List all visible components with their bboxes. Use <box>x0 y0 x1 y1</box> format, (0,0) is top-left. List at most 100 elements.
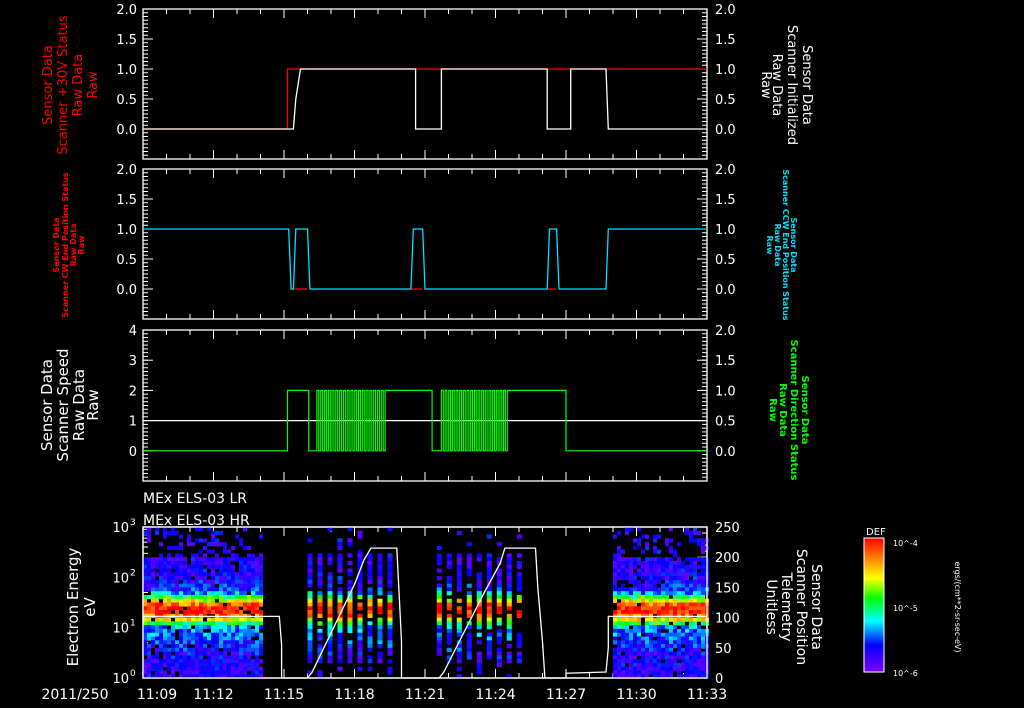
svg-text:2.0: 2.0 <box>116 3 137 18</box>
svg-text:0.0: 0.0 <box>715 123 736 138</box>
svg-text:1.5: 1.5 <box>715 354 736 369</box>
svg-text:Sensor Data: Sensor Data <box>799 376 810 445</box>
colorbar-units: ergs/(cm**2-sr-sec-eV) <box>953 561 962 652</box>
svg-text:1: 1 <box>129 415 137 430</box>
svg-text:10: 10 <box>112 571 129 586</box>
svg-text:0.5: 0.5 <box>116 253 137 268</box>
svg-text:10: 10 <box>112 672 129 687</box>
svg-text:1.0: 1.0 <box>715 63 736 78</box>
time-axis-labels: 11:09 11:12 11:15 11:18 11:21 11:24 11:27 11:30… <box>137 687 727 703</box>
svg-text:0.0: 0.0 <box>715 445 736 460</box>
svg-text:Raw Data: Raw Data <box>69 224 78 267</box>
time-tick-label: 11:09 <box>137 687 177 703</box>
svg-text:Scanner Initialized: Scanner Initialized <box>784 25 799 145</box>
svg-text:2.0: 2.0 <box>116 163 137 178</box>
time-tick-label: 11:15 <box>264 687 304 703</box>
svg-text:0: 0 <box>130 669 136 679</box>
panel-2-right-ylabel: Sensor Data Scanner CCW End Position Sta… <box>765 169 798 320</box>
svg-text:1.5: 1.5 <box>715 33 736 48</box>
svg-text:Raw: Raw <box>84 389 102 421</box>
svg-text:eV: eV <box>81 597 99 617</box>
svg-text:0: 0 <box>715 672 723 687</box>
svg-text:1.0: 1.0 <box>116 223 137 238</box>
panel-3-left-ylabel: Sensor Data Scanner Speed Raw Data Raw <box>38 348 102 461</box>
colorbar-tick-min: 10^-6 <box>893 669 918 678</box>
panel-4-right-ylabel: Sensor Data Scanner Position Telemetry U… <box>763 549 824 665</box>
svg-text:2: 2 <box>129 384 137 399</box>
time-tick-label: 11:27 <box>546 687 586 703</box>
panel-4-left-ylabel: Electron Energy eV <box>64 547 99 666</box>
colorbar: DEF 10^-4 10^-5 10^-6 ergs/(cm**2-sr-sec… <box>863 527 962 678</box>
svg-text:Sensor Data: Sensor Data <box>52 217 61 272</box>
panel-1-right-ylabel: Sensor Data Scanner Initialized Raw Data… <box>758 25 814 145</box>
panel-2-scanner-end-position: 2.0 1.5 1.0 0.5 0.0 2.0 1.5 1.0 0.5 0.0 <box>116 163 736 320</box>
colorbar-tick-mid: 10^-5 <box>893 604 918 613</box>
svg-text:50: 50 <box>715 642 732 657</box>
svg-text:2.0: 2.0 <box>715 324 736 339</box>
svg-text:2.0: 2.0 <box>715 163 736 178</box>
svg-text:0.0: 0.0 <box>116 123 137 138</box>
spectrogram-titles: MEx ELS-03 LR MEx ELS-03 HR <box>143 491 250 529</box>
svg-text:10: 10 <box>112 521 129 536</box>
panel-1-scanner-30v-status: 2.0 1.5 1.0 0.5 0.0 2.0 1.5 1.0 0.5 0.0 <box>116 3 736 160</box>
colorbar-label: DEF <box>866 527 886 538</box>
svg-text:Raw: Raw <box>758 71 773 99</box>
svg-text:Unitless: Unitless <box>763 579 779 635</box>
time-tick-label: 11:21 <box>405 687 445 703</box>
svg-text:Scanner Direction Status: Scanner Direction Status <box>788 340 799 481</box>
time-tick-label: 11:33 <box>687 687 727 703</box>
svg-text:Scanner Speed: Scanner Speed <box>54 348 72 461</box>
svg-text:Scanner CW End Position Status: Scanner CW End Position Status <box>61 172 70 318</box>
svg-text:0.0: 0.0 <box>116 283 137 298</box>
time-tick-label: 11:18 <box>334 687 374 703</box>
svg-text:1.0: 1.0 <box>715 223 736 238</box>
svg-text:Electron Energy: Electron Energy <box>64 547 82 666</box>
svg-text:1.0: 1.0 <box>116 63 137 78</box>
svg-text:Sensor Data: Sensor Data <box>799 45 814 125</box>
svg-text:0.5: 0.5 <box>715 93 736 108</box>
time-tick-label: 11:12 <box>193 687 233 703</box>
panel-3-scanner-speed: 4 3 2 1 0 2.0 1.5 1.0 0.5 0.0 <box>129 324 736 482</box>
svg-text:250: 250 <box>715 521 740 536</box>
svg-text:1.5: 1.5 <box>116 193 137 208</box>
svg-text:1: 1 <box>130 619 136 629</box>
svg-text:Sensor Data: Sensor Data <box>789 217 798 272</box>
svg-text:1.0: 1.0 <box>715 384 736 399</box>
svg-text:Raw: Raw <box>77 235 86 255</box>
colorbar-tick-max: 10^-4 <box>893 539 918 548</box>
svg-text:Scanner CCW End Position Statu: Scanner CCW End Position Status <box>781 169 790 320</box>
svg-text:200: 200 <box>715 551 740 566</box>
svg-text:10: 10 <box>112 622 129 637</box>
time-tick-label: 11:30 <box>616 687 656 703</box>
svg-text:Raw Data: Raw Data <box>71 54 86 117</box>
svg-text:0.5: 0.5 <box>715 253 736 268</box>
svg-text:Scanner +30V Status: Scanner +30V Status <box>56 15 71 154</box>
svg-text:Raw: Raw <box>86 71 101 99</box>
svg-text:Sensor Data: Sensor Data <box>808 564 824 650</box>
svg-text:1.5: 1.5 <box>715 193 736 208</box>
svg-text:0.5: 0.5 <box>116 93 137 108</box>
svg-text:Raw Data: Raw Data <box>773 224 782 267</box>
panel-3-right-ylabel: Sensor Data Scanner Direction Status Raw… <box>767 340 810 481</box>
svg-text:1.5: 1.5 <box>116 33 137 48</box>
svg-text:0.5: 0.5 <box>715 415 736 430</box>
svg-text:Raw Data: Raw Data <box>70 369 88 441</box>
svg-text:Raw Data: Raw Data <box>777 383 788 437</box>
title-hr: MEx ELS-03 HR <box>143 513 250 529</box>
svg-text:2.0: 2.0 <box>715 3 736 18</box>
svg-text:Raw Data: Raw Data <box>769 54 784 117</box>
svg-text:Raw: Raw <box>767 398 778 422</box>
title-lr: MEx ELS-03 LR <box>143 491 247 507</box>
svg-text:Scanner Position: Scanner Position <box>793 549 809 665</box>
svg-text:Telemetry: Telemetry <box>778 571 794 641</box>
panel-2-left-ylabel: Sensor Data Scanner CW End Position Stat… <box>52 172 86 318</box>
svg-text:0.0: 0.0 <box>715 283 736 298</box>
svg-text:Sensor Data: Sensor Data <box>38 359 56 451</box>
svg-text:4: 4 <box>129 324 137 339</box>
svg-text:Raw: Raw <box>765 236 774 256</box>
svg-text:3: 3 <box>129 354 137 369</box>
svg-text:150: 150 <box>715 581 740 596</box>
svg-text:0: 0 <box>129 445 137 460</box>
date-label: 2011/250 <box>41 687 108 703</box>
